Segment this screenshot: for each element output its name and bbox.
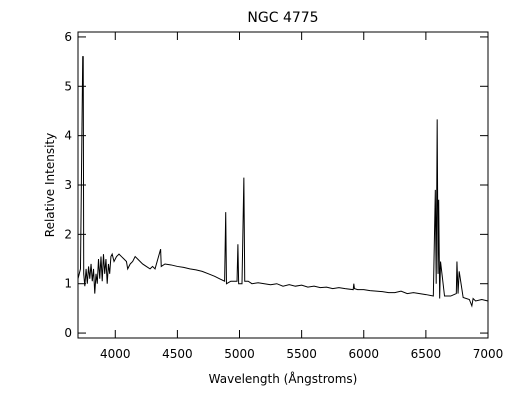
- y-tick-label: 5: [64, 79, 72, 93]
- spectrum-line: [77, 56, 489, 308]
- y-tick-label: 6: [64, 30, 72, 44]
- y-tick-label: 1: [64, 277, 72, 291]
- x-tick-label: 5500: [286, 347, 317, 361]
- x-tick-label: 7000: [473, 347, 504, 361]
- chart-title: NGC 4775: [247, 10, 318, 26]
- y-tick-label: 2: [64, 227, 72, 241]
- x-tick-label: 6500: [411, 347, 442, 361]
- x-tick-label: 6000: [348, 347, 379, 361]
- x-axis-label: Wavelength (Ångstroms): [209, 371, 358, 386]
- x-tick-label: 4500: [162, 347, 193, 361]
- x-tick-label: 5000: [224, 347, 255, 361]
- y-axis-label: Relative Intensity: [43, 133, 57, 237]
- y-tick-label: 3: [64, 178, 72, 192]
- x-tick-label: 4000: [100, 347, 131, 361]
- y-tick-label: 0: [64, 326, 72, 340]
- y-tick-label: 4: [64, 129, 72, 143]
